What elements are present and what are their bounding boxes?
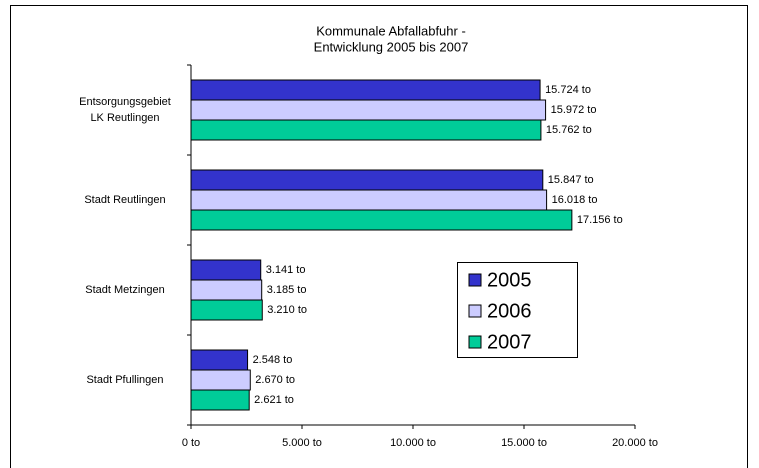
- chart-title: Entwicklung 2005 bis 2007: [314, 39, 469, 54]
- chart-title: Kommunale Abfallabfuhr -: [316, 23, 466, 38]
- bar: [190, 99, 547, 121]
- bar: [190, 349, 249, 371]
- legend-label: 2005: [487, 269, 532, 291]
- y-tick-label: Entsorgungsgebiet: [79, 96, 171, 108]
- legend-swatch: [468, 335, 482, 349]
- value-label: 2.621 to: [254, 394, 294, 406]
- x-tick-label: 20.000 to: [612, 437, 658, 449]
- x-tick-label: 15.000 to: [501, 437, 547, 449]
- x-tick-label: 10.000 to: [390, 437, 436, 449]
- value-label: 3.210 to: [267, 304, 307, 316]
- x-tick-label: 5.000 to: [282, 437, 322, 449]
- y-tick-label: Stadt Pfullingen: [86, 374, 163, 386]
- bar: [190, 259, 262, 281]
- bar: [190, 189, 548, 211]
- legend-swatch: [468, 273, 482, 287]
- value-label: 15.972 to: [551, 104, 597, 116]
- bar: [190, 119, 542, 141]
- value-label: 2.548 to: [253, 354, 293, 366]
- value-label: 3.141 to: [266, 264, 306, 276]
- frame: [10, 5, 748, 468]
- bar: [190, 389, 250, 411]
- value-label: 15.847 to: [548, 174, 594, 186]
- y-tick-label: Stadt Metzingen: [85, 284, 165, 296]
- y-tick-label: LK Reutlingen: [90, 112, 159, 124]
- bar: [190, 299, 263, 321]
- legend-swatch: [468, 304, 482, 318]
- x-tick-label: 0 to: [182, 437, 200, 449]
- value-label: 2.670 to: [255, 374, 295, 386]
- value-label: 17.156 to: [577, 214, 623, 226]
- bar: [190, 79, 541, 101]
- value-label: 15.762 to: [546, 124, 592, 136]
- value-label: 15.724 to: [545, 84, 591, 96]
- bar: [190, 209, 573, 231]
- bar: [190, 169, 544, 191]
- value-label: 16.018 to: [552, 194, 598, 206]
- bar: [190, 279, 263, 301]
- legend-label: 2006: [487, 300, 532, 322]
- bar: [190, 369, 251, 391]
- value-label: 3.185 to: [267, 284, 307, 296]
- y-tick-label: Stadt Reutlingen: [84, 194, 165, 206]
- legend-label: 2007: [487, 331, 532, 353]
